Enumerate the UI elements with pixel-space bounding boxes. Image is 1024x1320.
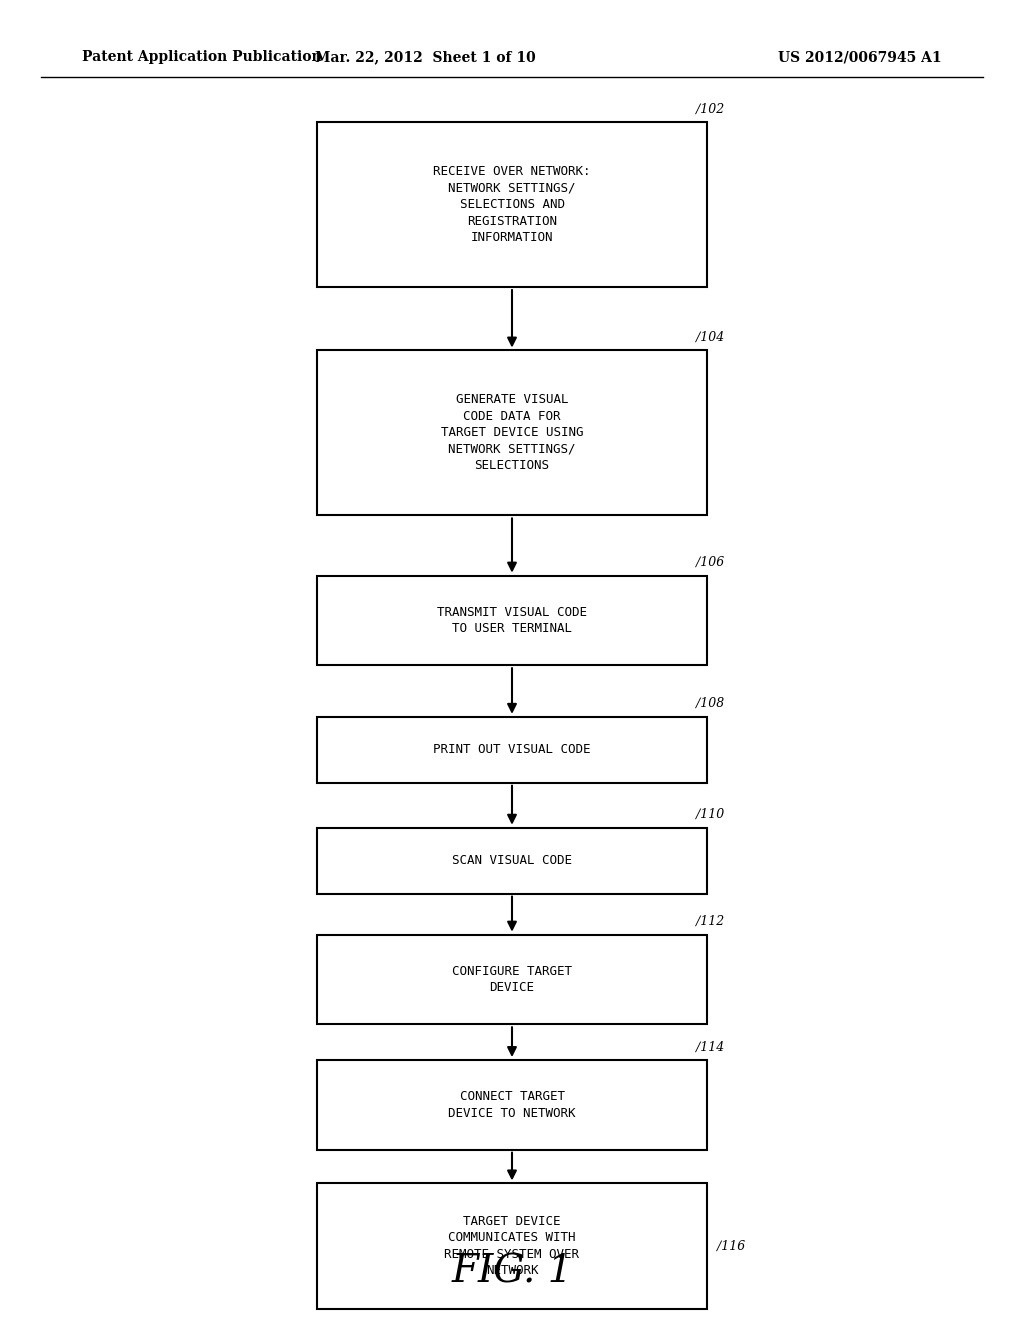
Text: CONFIGURE TARGET
DEVICE: CONFIGURE TARGET DEVICE <box>452 965 572 994</box>
Text: US 2012/0067945 A1: US 2012/0067945 A1 <box>778 50 942 65</box>
Bar <box>317 935 707 1024</box>
Text: SCAN VISUAL CODE: SCAN VISUAL CODE <box>452 854 572 867</box>
Text: RECEIVE OVER NETWORK:
NETWORK SETTINGS/
SELECTIONS AND
REGISTRATION
INFORMATION: RECEIVE OVER NETWORK: NETWORK SETTINGS/ … <box>433 165 591 244</box>
Text: ∕108: ∕108 <box>696 697 725 710</box>
Text: CONNECT TARGET
DEVICE TO NETWORK: CONNECT TARGET DEVICE TO NETWORK <box>449 1090 575 1119</box>
Text: ∕104: ∕104 <box>696 331 725 343</box>
Bar <box>317 123 707 288</box>
Text: ∕102: ∕102 <box>696 103 725 116</box>
Bar <box>317 1183 707 1309</box>
Text: ∕110: ∕110 <box>696 808 725 821</box>
Bar <box>317 576 707 665</box>
Bar <box>317 350 707 515</box>
Bar <box>317 717 707 783</box>
Bar <box>317 1060 707 1150</box>
Text: Mar. 22, 2012  Sheet 1 of 10: Mar. 22, 2012 Sheet 1 of 10 <box>314 50 536 65</box>
Text: FIG. 1: FIG. 1 <box>452 1254 572 1291</box>
Text: GENERATE VISUAL
CODE DATA FOR
TARGET DEVICE USING
NETWORK SETTINGS/
SELECTIONS: GENERATE VISUAL CODE DATA FOR TARGET DEV… <box>440 393 584 473</box>
Text: PRINT OUT VISUAL CODE: PRINT OUT VISUAL CODE <box>433 743 591 756</box>
Bar <box>317 828 707 894</box>
Text: Patent Application Publication: Patent Application Publication <box>82 50 322 65</box>
Text: ∕114: ∕114 <box>696 1040 725 1053</box>
Text: ∕116: ∕116 <box>717 1239 745 1253</box>
Text: ∕106: ∕106 <box>696 556 725 569</box>
Text: TRANSMIT VISUAL CODE
TO USER TERMINAL: TRANSMIT VISUAL CODE TO USER TERMINAL <box>437 606 587 635</box>
Text: TARGET DEVICE
COMMUNICATES WITH
REMOTE SYSTEM OVER
NETWORK: TARGET DEVICE COMMUNICATES WITH REMOTE S… <box>444 1214 580 1278</box>
Text: ∕112: ∕112 <box>696 915 725 928</box>
